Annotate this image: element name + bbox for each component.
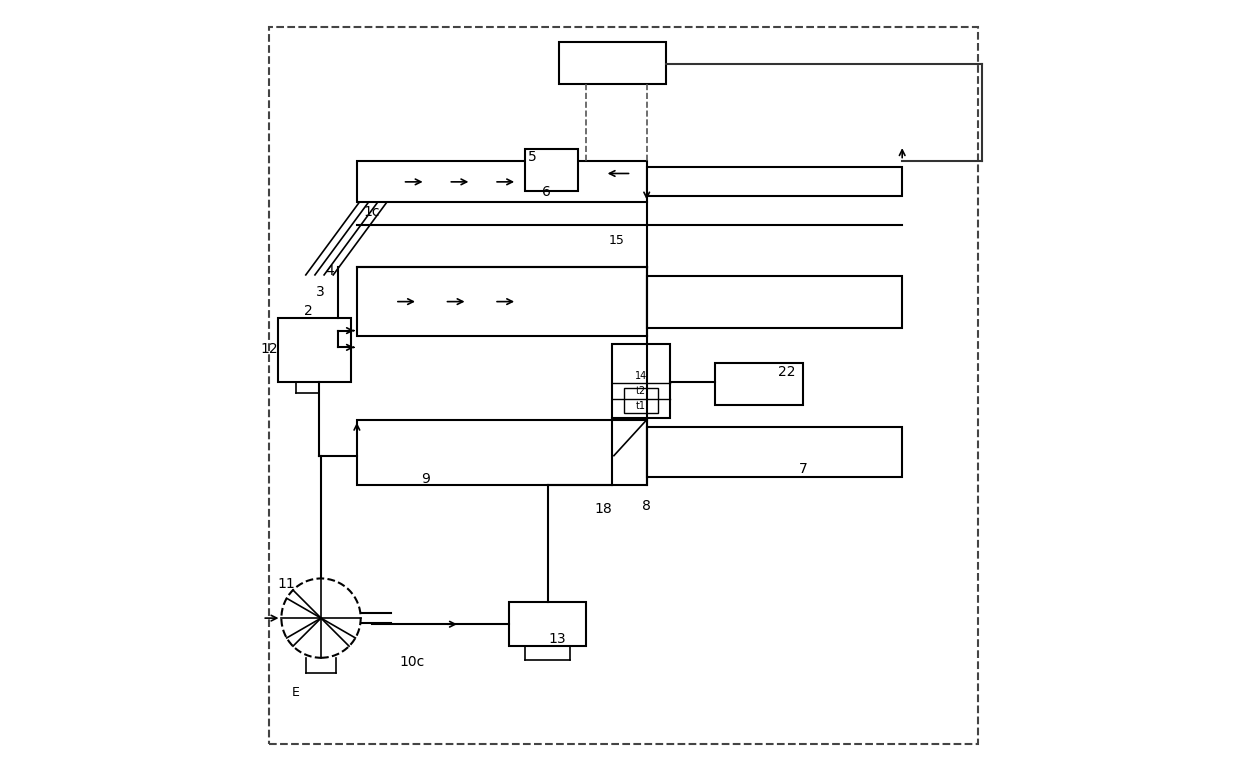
- Bar: [525, 149, 578, 191]
- Text: 9: 9: [422, 472, 430, 486]
- Text: 8: 8: [642, 499, 651, 513]
- Text: 22: 22: [777, 365, 795, 379]
- Bar: [647, 427, 903, 477]
- Text: 14: 14: [635, 371, 647, 381]
- Text: 15: 15: [609, 234, 624, 247]
- Text: E: E: [291, 685, 300, 699]
- Text: 18: 18: [594, 502, 613, 516]
- Text: 7: 7: [799, 463, 807, 476]
- Bar: [715, 362, 804, 405]
- Text: 1c: 1c: [363, 204, 381, 219]
- Bar: [357, 420, 647, 485]
- Bar: [559, 42, 666, 84]
- Bar: [624, 388, 658, 413]
- Text: t2: t2: [636, 386, 646, 396]
- Bar: [647, 277, 903, 328]
- Text: t1: t1: [636, 401, 646, 411]
- Bar: [510, 602, 585, 646]
- Bar: [647, 167, 903, 197]
- Text: 5: 5: [528, 150, 537, 163]
- Text: 4: 4: [326, 264, 335, 278]
- Text: 2: 2: [305, 304, 314, 318]
- Text: 13: 13: [548, 631, 567, 645]
- Text: 3: 3: [316, 285, 325, 299]
- Text: 6: 6: [542, 185, 551, 199]
- Bar: [357, 160, 647, 203]
- Bar: [278, 318, 351, 382]
- Text: 10c: 10c: [401, 655, 425, 668]
- Bar: [613, 344, 670, 418]
- Bar: [357, 268, 647, 336]
- Text: 12: 12: [260, 342, 278, 356]
- Text: 11: 11: [277, 577, 295, 591]
